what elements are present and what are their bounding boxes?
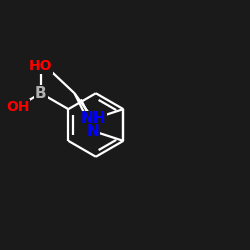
- Text: N: N: [87, 124, 100, 138]
- Text: NH: NH: [80, 112, 106, 126]
- Text: B: B: [35, 86, 47, 101]
- Text: OH: OH: [6, 100, 29, 114]
- Text: HO: HO: [29, 59, 52, 73]
